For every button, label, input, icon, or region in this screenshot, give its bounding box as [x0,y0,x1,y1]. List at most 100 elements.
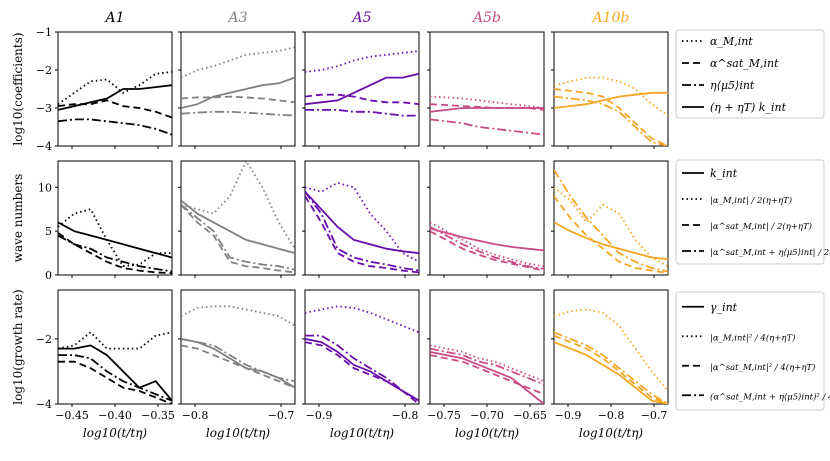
y-tick-label: −2 [36,64,52,77]
series-line-dotted [181,305,295,327]
series-line-dashdot [554,169,668,273]
panel-frame [304,289,420,405]
series-line-solid [430,351,544,404]
x-tick-label: −0.8 [598,409,625,422]
panel [302,160,420,278]
legend-label: |α_M,int|² / 4(η+ηT) [710,332,795,343]
panel [551,31,669,149]
series-line-dotted [58,71,172,105]
legend-label: k_int [710,167,738,180]
series-line-solid [181,76,295,109]
legend-label: α^sat_M,int [710,57,779,70]
y-tick-label: −4 [36,398,52,411]
panel: −0.8 −0.7 log10(t/tη) [178,289,296,440]
series-line-dashdot [430,347,544,386]
x-tick-label: −0.70 [470,409,504,422]
panel: −0.9 −0.8 −0.7 log10(t/tη) [551,289,669,440]
panel [427,31,545,149]
x-tick-label: −0.45 [55,409,89,422]
series-line-dashed [305,93,419,106]
legend-label: |α_M,int| / 2(η+ηT) [710,195,792,206]
series-line-dashdot [58,354,172,402]
panel [427,160,545,278]
row-ylabel: log10(coefficients) [11,32,25,145]
panel [178,160,296,278]
x-tick-label: −0.65 [513,409,547,422]
series-line-dotted [181,161,295,250]
series-line-dashdot [181,338,295,383]
series-line-dotted [554,308,668,392]
panel-frame [180,31,296,147]
column-title: A5b [471,10,501,26]
panel-frame [180,160,296,276]
panel-frame [304,31,420,147]
x-tick-label: −0.9 [306,409,333,422]
legend-label: (η + ηT) k_int [710,101,787,114]
panel [178,31,296,149]
series-line-dashdot [554,331,668,404]
series-line-dashdot [430,118,544,136]
series-line-solid [181,199,295,254]
series-line-solid [305,72,419,106]
legend: γ_int |α_M,int|² / 4(η+ηT) |α^sat_M,int|² … [675,291,830,411]
series-line-solid [430,107,544,113]
series-line-dotted [554,186,668,267]
x-tick-label: −0.75 [427,409,461,422]
legend: α_M,int α^sat_M,int η⟨μ5⟩int (η + ηT) k_int [675,29,825,119]
series-line-dashed [58,99,172,119]
series-line-solid [58,344,172,402]
panel-frame [429,31,545,147]
panel-frame [304,160,420,276]
series-line-solid [305,191,419,254]
legend-label: |α^sat_M,int + η⟨μ5⟩int| / 2(η+ηT) [710,247,830,258]
x-tick-label: −0.9 [555,409,582,422]
y-tick-label: −2 [36,333,52,346]
series-line-solid [554,91,668,109]
legend-label: γ_int [710,301,738,314]
y-tick-label: −3 [36,102,52,115]
series-line-dashdot [305,191,419,272]
y-tick-label: 10 [38,181,52,194]
x-tick-label: −0.7 [268,409,295,422]
series-line-dashdot [58,234,172,273]
series-line-dashed [554,334,668,404]
legend-box [675,29,825,119]
panel-frame [57,160,173,276]
panel-frame [180,289,296,405]
legend-box [675,291,825,411]
legend-label: (α^sat_M,int + η⟨μ5⟩int)² / 4(η+ηT) [710,391,830,402]
x-axis-label: log10(t/tη) [330,426,395,440]
panel-frame [553,289,669,405]
series-line-dashdot [554,95,668,146]
series-line-solid [554,341,668,404]
row-ylabel: log10(growth rate) [11,289,25,404]
panel: −0.9 −0.8 log10(t/tη) [302,289,420,440]
series-line-solid [181,338,295,389]
series-line-dotted [554,76,668,117]
x-axis-label: log10(t/tη) [455,426,520,440]
series-line-dashed [58,360,172,404]
column-title: A3 [226,10,247,26]
series-line-dashed [181,95,295,104]
series-line-dashed [430,230,544,272]
series-line-solid [58,221,172,259]
series-line-dotted [430,344,544,383]
series-line-dashdot [305,109,419,117]
series-line-dashdot [305,334,419,402]
x-tick-label: −0.8 [392,409,419,422]
legend-label: η⟨μ5⟩int [710,79,755,92]
panel [302,31,420,149]
x-tick-label: −0.8 [182,409,209,422]
series-line-dashed [554,88,668,146]
series-line-solid [58,84,172,111]
series-line-dashed [554,195,668,275]
panel [551,160,669,278]
series-line-solid [305,338,419,402]
series-line-dashed [305,341,419,404]
series-line-dotted [305,50,419,73]
series-line-dashed [305,195,419,274]
series-line-dotted [430,221,544,268]
x-axis-label: log10(t/tη) [206,426,271,440]
x-axis-label: log10(t/tη) [579,426,644,440]
